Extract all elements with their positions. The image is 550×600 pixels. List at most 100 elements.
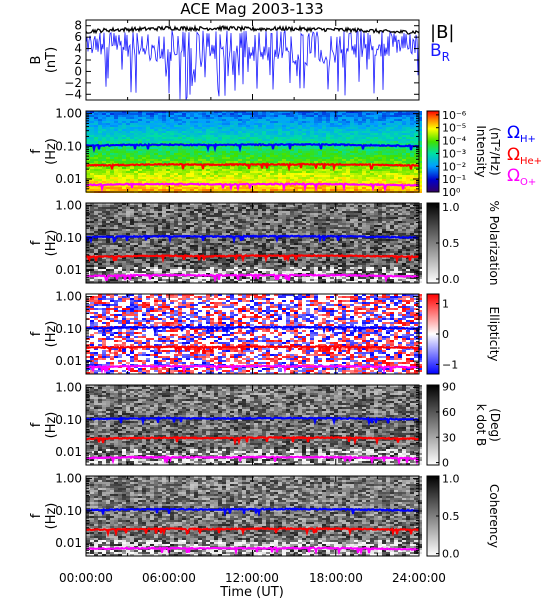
spectrogram-cell	[182, 113, 186, 115]
spectrogram-cell	[162, 187, 166, 189]
spectrogram-cell	[174, 203, 178, 205]
spectrogram-cell	[238, 155, 242, 157]
spectrogram-cell	[182, 111, 186, 113]
spectrogram-cell	[150, 137, 154, 139]
spectrogram-cell	[90, 133, 94, 135]
spectrogram-cell	[206, 261, 210, 263]
spectrogram-cell	[306, 173, 310, 175]
spectrogram-cell	[214, 125, 218, 127]
spectrogram-cell	[342, 137, 346, 139]
spectrogram-cell	[86, 277, 90, 279]
spectrogram-cell	[198, 139, 202, 141]
spectrogram-cell	[118, 241, 122, 243]
spectrogram-cell	[198, 227, 202, 229]
spectrogram-cell	[114, 265, 118, 267]
spectrogram-cell	[410, 189, 414, 191]
spectrogram-cell	[402, 183, 406, 185]
spectrogram-cell	[274, 151, 278, 153]
spectrogram-cell	[186, 249, 190, 251]
spectrogram-cell	[398, 113, 402, 115]
spectrogram-cell	[194, 265, 198, 267]
spectrogram-cell	[142, 251, 146, 253]
spectrogram-cell	[206, 219, 210, 221]
spectrogram-cell	[158, 205, 162, 207]
spectrogram-cell	[114, 241, 118, 243]
spectrogram-cell	[258, 189, 262, 191]
spectrogram-cell	[130, 129, 134, 131]
spectrogram-cell	[334, 171, 338, 173]
spectrogram-cell	[162, 205, 166, 207]
spectrogram-cell	[322, 121, 326, 123]
spectrogram-cell	[334, 167, 338, 169]
spectrogram-cell	[186, 233, 190, 235]
spectrogram-cell	[198, 251, 202, 253]
spectrogram-cell	[222, 233, 226, 235]
spectrogram-cell	[198, 147, 202, 149]
spectrogram-cell	[262, 153, 266, 155]
spectrogram-cell	[226, 207, 230, 209]
spectrogram-cell	[146, 245, 150, 247]
spectrogram-cell	[94, 149, 98, 151]
spectrogram-cell	[206, 263, 210, 265]
spectrogram-cell	[170, 247, 174, 249]
spectrogram-cell	[366, 129, 370, 131]
spectrogram-cell	[326, 171, 330, 173]
spectrogram-cell	[178, 209, 182, 211]
spectrogram-cell	[146, 157, 150, 159]
spectrogram-cell	[246, 189, 250, 191]
spectrogram-cell	[178, 239, 182, 241]
spectrogram-cell	[178, 169, 182, 171]
spectrogram-cell	[190, 121, 194, 123]
spectrogram-cell	[154, 149, 158, 151]
spectrogram-cell	[398, 127, 402, 129]
spectrogram-cell	[134, 217, 138, 219]
spectrogram-cell	[182, 213, 186, 215]
spectrogram-cell	[174, 167, 178, 169]
spectrogram-cell	[142, 209, 146, 211]
spectrogram-cell	[218, 133, 222, 135]
spectrogram-cell	[338, 181, 342, 183]
spectrogram-cell	[122, 217, 126, 219]
spectrogram-cell	[194, 257, 198, 259]
spectrogram-cell	[98, 245, 102, 247]
spectrogram-cell	[202, 133, 206, 135]
spectrogram-cell	[150, 167, 154, 169]
spectrogram-cell	[234, 145, 238, 147]
spectrogram-cell	[106, 251, 110, 253]
spectrogram-cell	[334, 175, 338, 177]
spectrogram-cell	[162, 221, 166, 223]
spectrogram-cell	[146, 211, 150, 213]
spectrogram-cell	[294, 111, 298, 113]
spectrogram-cell	[98, 113, 102, 115]
spectrogram-cell	[318, 129, 322, 131]
spectrogram-cell	[290, 123, 294, 125]
spectrogram-cell	[198, 177, 202, 179]
spectrogram-cell	[346, 173, 350, 175]
spectrogram-cell	[370, 163, 374, 165]
spectrogram-cell	[174, 139, 178, 141]
spectrogram-cell	[258, 139, 262, 141]
spectrogram-cell	[254, 147, 258, 149]
spectrogram-cell	[218, 177, 222, 179]
spectrogram-cell	[406, 189, 410, 191]
spectrogram-cell	[278, 125, 282, 127]
spectrogram-cell	[162, 173, 166, 175]
spectrogram-cell	[330, 179, 334, 181]
spectrogram-cell	[198, 129, 202, 131]
spectrogram-cell	[350, 139, 354, 141]
spectrogram-cell	[414, 175, 418, 177]
spectrogram-cell	[142, 221, 146, 223]
spectrogram-cell	[402, 121, 406, 123]
spectrogram-cell	[174, 265, 178, 267]
spectrogram-cell	[138, 111, 142, 113]
spectrogram-cell	[138, 233, 142, 235]
spectrogram-cell	[110, 175, 114, 177]
spectrogram-cell	[202, 213, 206, 215]
spectrogram-cell	[326, 185, 330, 187]
spectrogram-cell	[114, 221, 118, 223]
spectrogram-cell	[250, 173, 254, 175]
spectrogram-cell	[278, 137, 282, 139]
spectrogram-cell	[382, 173, 386, 175]
spectrogram-cell	[254, 111, 258, 113]
spectrogram-cell	[142, 125, 146, 127]
